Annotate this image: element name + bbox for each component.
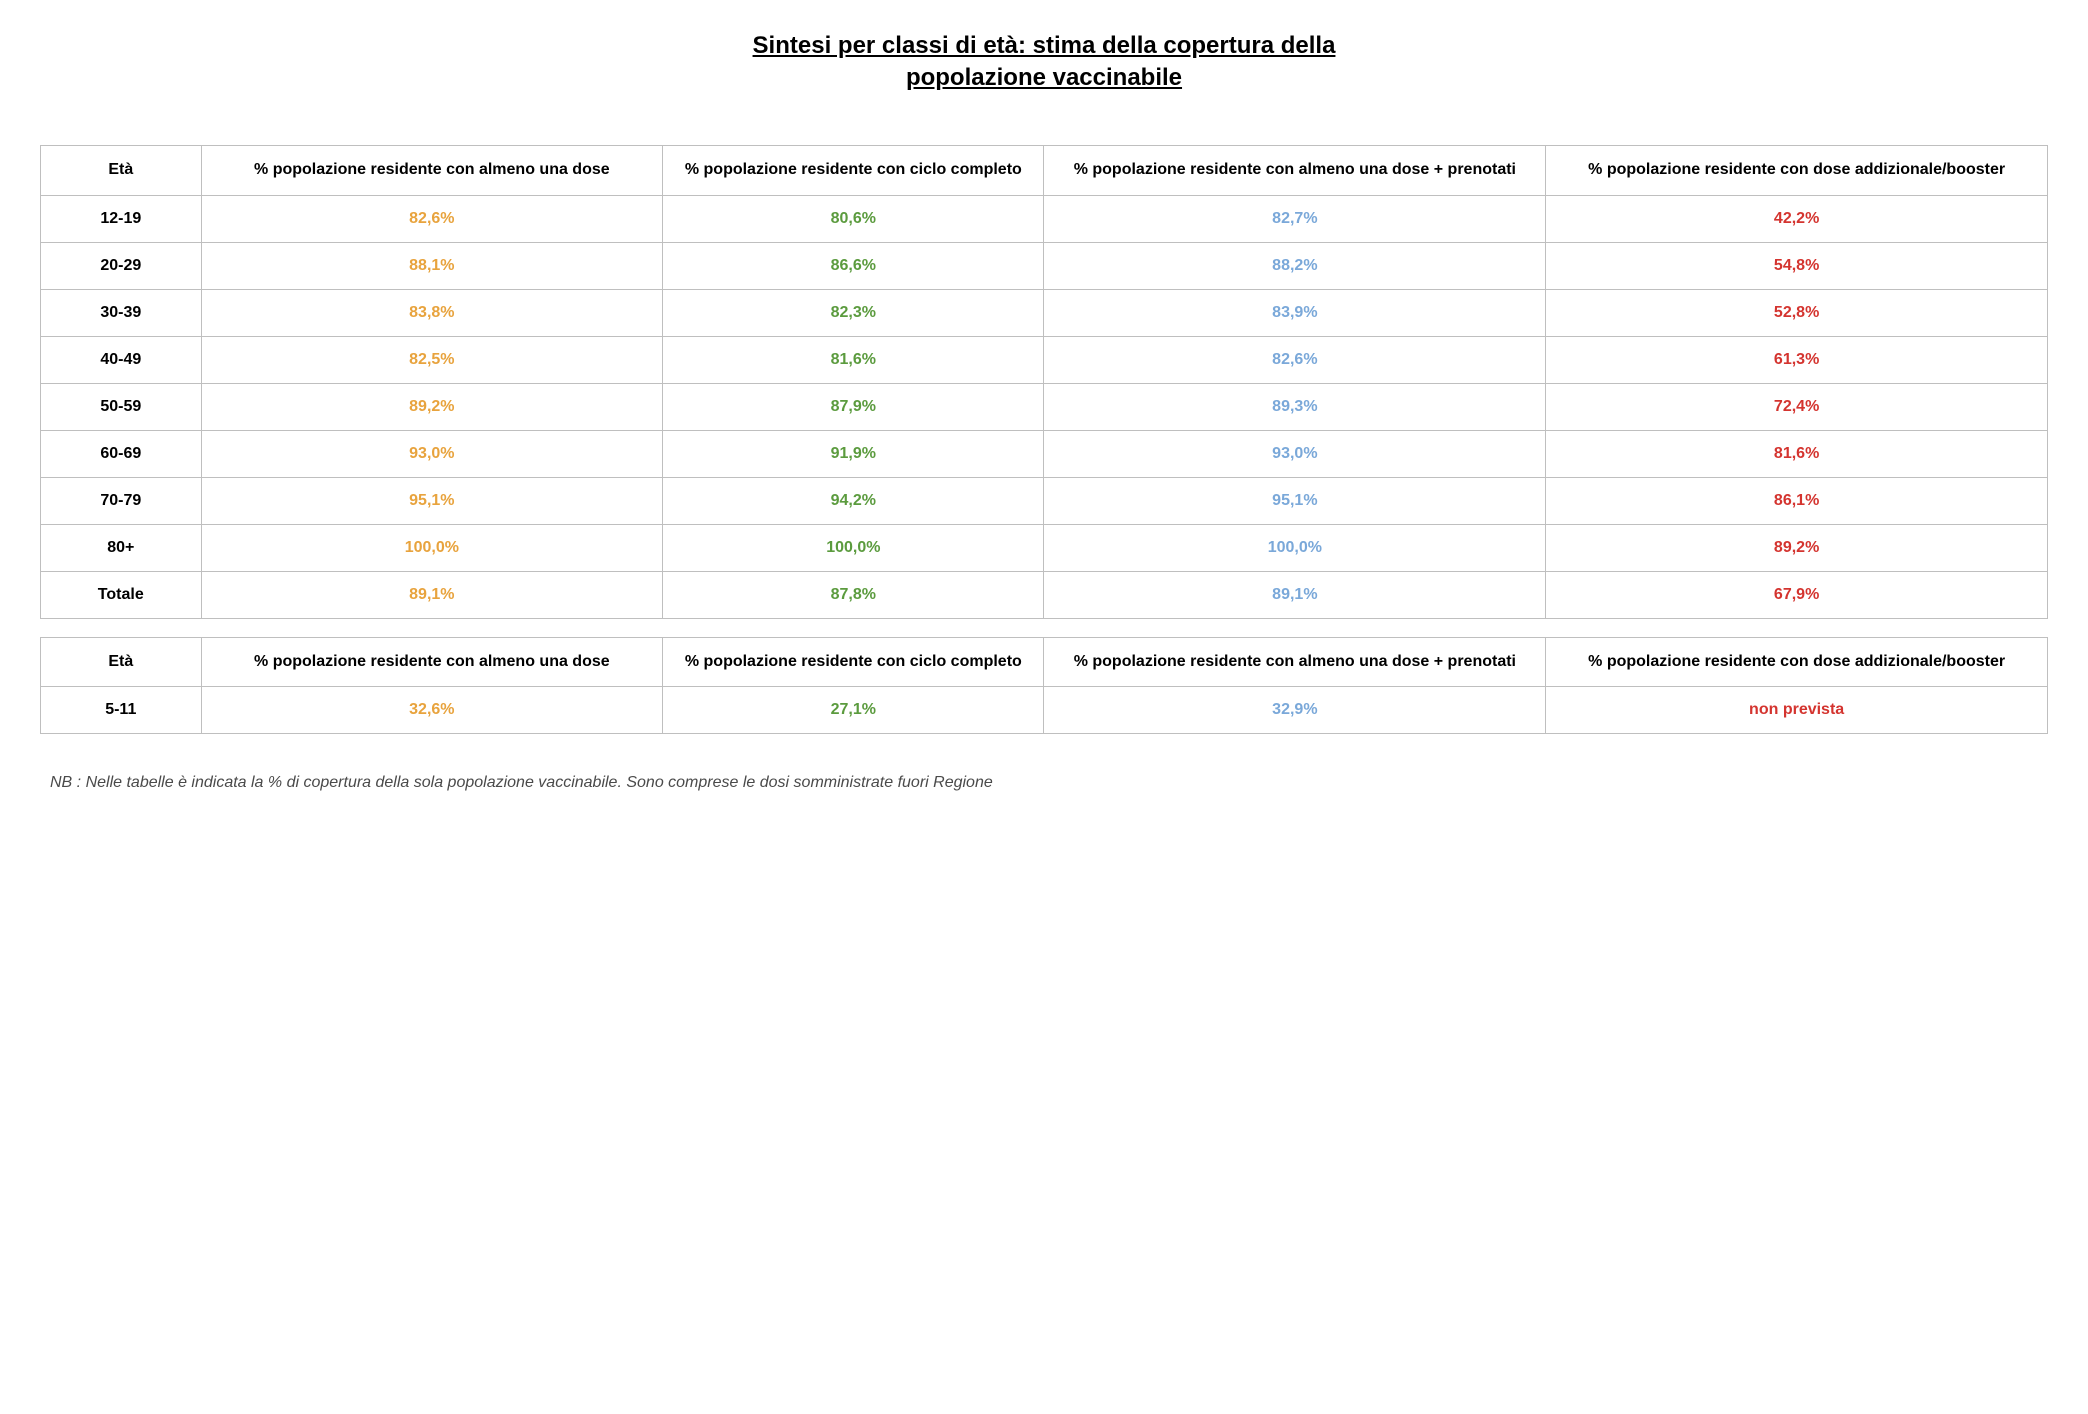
- cell-value: 93,0%: [201, 430, 663, 477]
- cell-value: 82,3%: [663, 289, 1044, 336]
- cell-age: 30-39: [41, 289, 202, 336]
- cell-value: 89,2%: [201, 383, 663, 430]
- cell-value: 32,6%: [201, 687, 663, 734]
- table-row: 50-5989,2%87,9%89,3%72,4%: [41, 383, 2048, 430]
- title-line-1: Sintesi per classi di età: stima della c…: [753, 32, 1336, 59]
- cell-value: 88,1%: [201, 242, 663, 289]
- cell-value: 89,2%: [1546, 524, 2048, 571]
- cell-age: 5-11: [41, 687, 202, 734]
- cell-value: 89,3%: [1044, 383, 1546, 430]
- table-row: 80+100,0%100,0%100,0%89,2%: [41, 524, 2048, 571]
- cell-value: 91,9%: [663, 430, 1044, 477]
- cell-value: 93,0%: [1044, 430, 1546, 477]
- cell-age: 40-49: [41, 336, 202, 383]
- cell-age: 20-29: [41, 242, 202, 289]
- cell-value: 100,0%: [1044, 524, 1546, 571]
- cell-value: 67,9%: [1546, 571, 2048, 618]
- cell-value: 61,3%: [1546, 336, 2048, 383]
- col-booked: % popolazione residente con almeno una d…: [1044, 145, 1546, 195]
- table-row: 20-2988,1%86,6%88,2%54,8%: [41, 242, 2048, 289]
- table-row: Totale89,1%87,8%89,1%67,9%: [41, 571, 2048, 618]
- cell-value: 27,1%: [663, 687, 1044, 734]
- cell-value: 88,2%: [1044, 242, 1546, 289]
- table-header-row: Età % popolazione residente con almeno u…: [41, 637, 2048, 687]
- cell-value: 32,9%: [1044, 687, 1546, 734]
- cell-value: 82,7%: [1044, 195, 1546, 242]
- cell-value: 87,8%: [663, 571, 1044, 618]
- cell-value: non prevista: [1546, 687, 2048, 734]
- col-booster: % popolazione residente con dose addizio…: [1546, 637, 2048, 687]
- col-complete: % popolazione residente con ciclo comple…: [663, 145, 1044, 195]
- col-booked: % popolazione residente con almeno una d…: [1044, 637, 1546, 687]
- cell-value: 86,1%: [1546, 477, 2048, 524]
- cell-age: 80+: [41, 524, 202, 571]
- cell-value: 81,6%: [663, 336, 1044, 383]
- cell-value: 72,4%: [1546, 383, 2048, 430]
- table-row: 60-6993,0%91,9%93,0%81,6%: [41, 430, 2048, 477]
- table-row: 70-7995,1%94,2%95,1%86,1%: [41, 477, 2048, 524]
- cell-value: 100,0%: [663, 524, 1044, 571]
- cell-age: 12-19: [41, 195, 202, 242]
- cell-age: 60-69: [41, 430, 202, 477]
- cell-age: 50-59: [41, 383, 202, 430]
- cell-value: 87,9%: [663, 383, 1044, 430]
- col-complete: % popolazione residente con ciclo comple…: [663, 637, 1044, 687]
- cell-value: 86,6%: [663, 242, 1044, 289]
- title-line-2: popolazione vaccinabile: [906, 64, 1182, 91]
- table-row: 30-3983,8%82,3%83,9%52,8%: [41, 289, 2048, 336]
- cell-value: 94,2%: [663, 477, 1044, 524]
- cell-value: 82,6%: [1044, 336, 1546, 383]
- cell-value: 95,1%: [1044, 477, 1546, 524]
- cell-value: 95,1%: [201, 477, 663, 524]
- col-age: Età: [41, 637, 202, 687]
- cell-value: 89,1%: [201, 571, 663, 618]
- cell-value: 54,8%: [1546, 242, 2048, 289]
- cell-value: 80,6%: [663, 195, 1044, 242]
- cell-age: Totale: [41, 571, 202, 618]
- col-dose1: % popolazione residente con almeno una d…: [201, 637, 663, 687]
- cell-value: 82,6%: [201, 195, 663, 242]
- footnote: NB : Nelle tabelle è indicata la % di co…: [40, 774, 2048, 792]
- cell-value: 82,5%: [201, 336, 663, 383]
- cell-value: 83,8%: [201, 289, 663, 336]
- cell-value: 100,0%: [201, 524, 663, 571]
- col-dose1: % popolazione residente con almeno una d…: [201, 145, 663, 195]
- table-row: 5-1132,6%27,1%32,9%non prevista: [41, 687, 2048, 734]
- page-title: Sintesi per classi di età: stima della c…: [40, 30, 2048, 95]
- table-header-row: Età % popolazione residente con almeno u…: [41, 145, 2048, 195]
- sub-table: Età % popolazione residente con almeno u…: [40, 637, 2048, 735]
- table-row: 12-1982,6%80,6%82,7%42,2%: [41, 195, 2048, 242]
- cell-value: 42,2%: [1546, 195, 2048, 242]
- cell-value: 81,6%: [1546, 430, 2048, 477]
- cell-value: 83,9%: [1044, 289, 1546, 336]
- cell-value: 52,8%: [1546, 289, 2048, 336]
- cell-age: 70-79: [41, 477, 202, 524]
- table-row: 40-4982,5%81,6%82,6%61,3%: [41, 336, 2048, 383]
- cell-value: 89,1%: [1044, 571, 1546, 618]
- col-age: Età: [41, 145, 202, 195]
- main-table: Età % popolazione residente con almeno u…: [40, 145, 2048, 619]
- col-booster: % popolazione residente con dose addizio…: [1546, 145, 2048, 195]
